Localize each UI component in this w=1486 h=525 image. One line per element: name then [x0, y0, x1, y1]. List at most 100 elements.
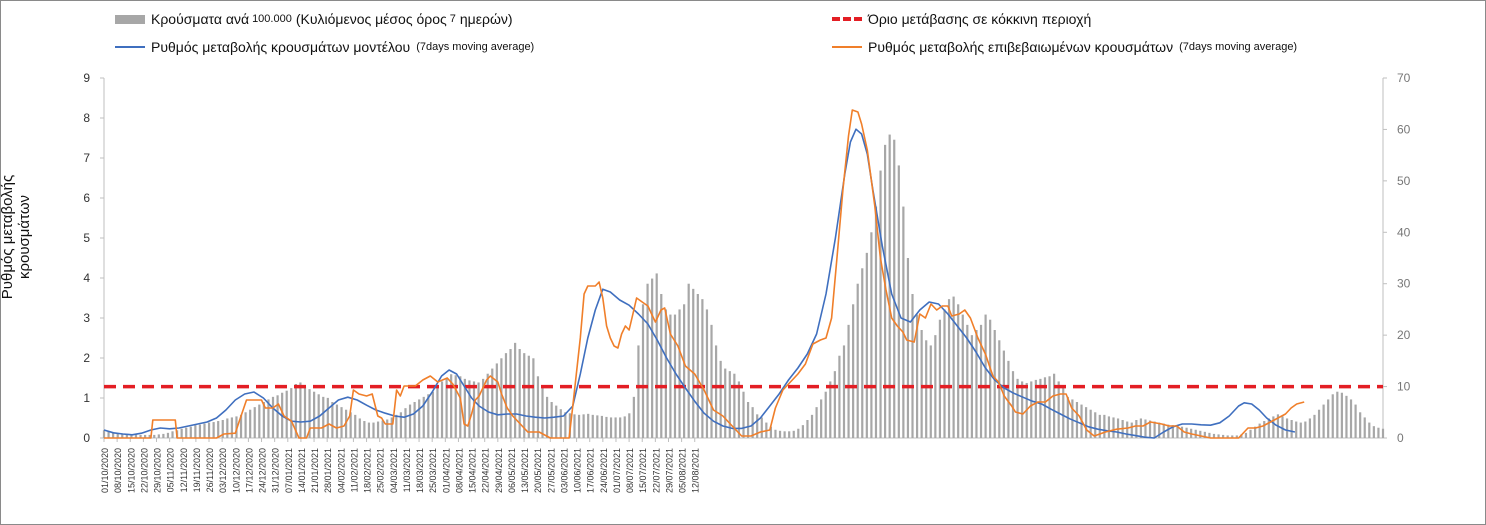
- bar: [1222, 434, 1225, 438]
- bar: [660, 294, 663, 438]
- bar: [573, 414, 576, 438]
- x-tick-label: 08/10/2020: [113, 448, 123, 493]
- bar: [1217, 434, 1220, 438]
- x-tick-label: 04/03/2021: [389, 448, 399, 493]
- bar: [363, 421, 366, 438]
- bar: [769, 426, 773, 438]
- legend-model-label: Ρυθμός μεταβολής κρουσμάτων μοντέλου: [151, 39, 411, 55]
- bar: [1116, 418, 1120, 438]
- bar: [1167, 424, 1170, 438]
- bar: [194, 425, 197, 438]
- bar: [139, 434, 142, 438]
- bar: [806, 420, 809, 438]
- bar: [774, 429, 777, 438]
- bar: [217, 421, 220, 438]
- bar: [865, 252, 868, 438]
- x-tick-label: 22/10/2020: [139, 448, 149, 493]
- x-tick-label: 25/02/2021: [376, 448, 386, 493]
- bar: [701, 299, 704, 438]
- bar: [148, 434, 151, 438]
- bar: [984, 314, 987, 438]
- bar: [532, 358, 535, 438]
- bar: [938, 319, 942, 438]
- bar: [367, 422, 371, 438]
- bar: [564, 412, 567, 438]
- bar: [267, 399, 270, 438]
- bar: [463, 378, 466, 438]
- bar: [1153, 421, 1156, 438]
- bar: [395, 414, 398, 438]
- x-tick-label: 10/06/2021: [573, 448, 583, 493]
- bar: [504, 353, 508, 438]
- bar: [459, 376, 462, 438]
- bar: [641, 304, 645, 438]
- legend-confirmed-label: Ρυθμός μεταβολής επιβεβαιωμένων κρουσμάτ…: [868, 39, 1174, 55]
- legend-confirmed: Ρυθμός μεταβολής επιβεβαιωμένων κρουσμάτ…: [832, 39, 1297, 55]
- bar: [934, 335, 937, 438]
- x-tick-label: 05/11/2020: [166, 448, 176, 492]
- bar: [1308, 418, 1312, 438]
- bar: [947, 299, 951, 438]
- bar: [486, 373, 489, 438]
- bar: [1327, 399, 1330, 438]
- bar: [1359, 412, 1362, 438]
- bar: [1295, 421, 1298, 438]
- bar: [477, 382, 480, 438]
- x-tick-label: 01/10/2020: [100, 448, 110, 493]
- y-left-tick-label: 7: [83, 151, 90, 165]
- bar: [820, 399, 823, 438]
- legend-threshold-swatch: [832, 17, 862, 21]
- bar: [436, 386, 439, 438]
- bar: [102, 430, 106, 438]
- bar: [107, 431, 110, 438]
- bar: [778, 430, 782, 438]
- x-tick-label: 15/04/2021: [468, 448, 478, 493]
- bar: [308, 389, 311, 438]
- bar: [335, 404, 339, 438]
- bar: [746, 402, 750, 438]
- bar: [198, 424, 202, 438]
- bar: [683, 304, 686, 438]
- x-tick-label: 12/11/2020: [179, 448, 189, 492]
- bar: [1144, 419, 1147, 438]
- bar: [472, 381, 476, 438]
- bar: [413, 402, 416, 438]
- bar: [121, 433, 124, 438]
- bar: [262, 402, 265, 438]
- bar: [1180, 426, 1184, 438]
- bar: [824, 391, 827, 438]
- bar: [1103, 414, 1106, 438]
- bar: [742, 391, 745, 438]
- bar: [294, 384, 297, 438]
- legend-confirmed-swatch: [832, 46, 862, 48]
- x-tick-label: 10/12/2020: [231, 448, 241, 493]
- y-right-tick-label: 0: [1397, 431, 1404, 445]
- bar: [760, 417, 763, 438]
- bar: [646, 283, 649, 438]
- bar: [623, 416, 626, 438]
- bar: [906, 258, 910, 438]
- bar: [705, 309, 709, 438]
- bar: [852, 304, 855, 438]
- bar: [1372, 426, 1375, 438]
- bar: [998, 340, 1001, 438]
- bar: [651, 278, 654, 438]
- bar: [1368, 422, 1371, 438]
- bar: [1240, 434, 1243, 438]
- legend-model-label-small: (7days moving average): [416, 41, 535, 53]
- bar: [1363, 417, 1366, 438]
- y-left-tick-label: 9: [83, 71, 90, 85]
- bar: [514, 342, 517, 438]
- bar: [756, 414, 759, 438]
- bar: [609, 417, 613, 438]
- bar: [1011, 371, 1015, 438]
- bar: [879, 170, 882, 438]
- x-tick-label: 14/01/2021: [297, 448, 307, 493]
- y-left-tick-label: 3: [83, 311, 90, 325]
- x-tick-label: 19/11/2020: [192, 448, 202, 492]
- bar: [797, 428, 800, 438]
- bar: [897, 165, 900, 438]
- bar: [239, 414, 243, 438]
- bar: [491, 368, 494, 438]
- bar: [207, 422, 211, 438]
